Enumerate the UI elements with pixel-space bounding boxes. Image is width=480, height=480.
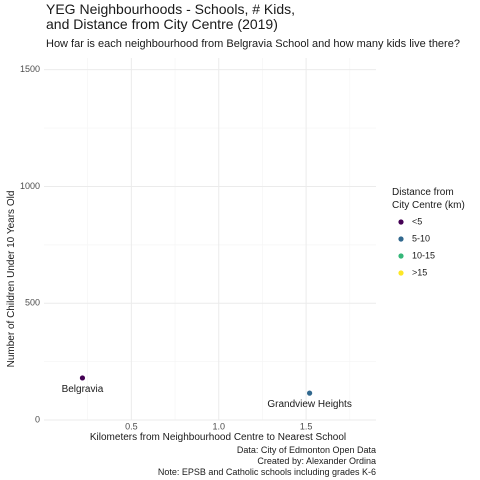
point-label: Grandview Heights: [267, 399, 351, 410]
y-tick-label: 0: [35, 414, 40, 424]
x-axis-title: Kilometers from Neighbourhood Centre to …: [90, 432, 346, 443]
legend-title-line-1: Distance from: [392, 187, 454, 198]
legend-title-line-2: City Centre (km): [392, 200, 465, 211]
data-point: [79, 375, 86, 381]
legend-label: >15: [412, 267, 427, 277]
caption-note: Note: EPSB and Catholic schools includin…: [157, 467, 376, 477]
y-axis-title: Number of Children Under 10 Years Old: [6, 191, 17, 368]
x-tick-label: 0.5: [125, 421, 138, 431]
legend-key: [398, 270, 404, 276]
chart-caption: Data: City of Edmonton Open Data Created…: [158, 445, 376, 478]
legend-key: [398, 236, 404, 242]
caption-data-source: Data: City of Edmonton Open Data: [236, 445, 376, 455]
y-tick-label: 500: [25, 298, 40, 308]
point-label: Belgravia: [62, 384, 104, 395]
y-tick-label: 1500: [20, 64, 40, 74]
x-tick-label: 1.5: [300, 421, 313, 431]
chart-subtitle: How far is each neighbourhood from Belgr…: [46, 38, 460, 50]
chart-title: YEG Neighbourhoods - Schools, # Kids, an…: [46, 2, 295, 32]
legend-key: [398, 253, 404, 259]
legend-label: 10-15: [412, 250, 435, 260]
legend-label: 5-10: [412, 233, 430, 243]
caption-author: Created by: Alexander Ordina: [257, 456, 376, 466]
legend-key: [398, 219, 404, 225]
chart-title-line-2: and Distance from City Centre (2019): [46, 16, 278, 32]
data-point: [307, 390, 313, 396]
y-tick-label: 1000: [20, 181, 40, 191]
chart-title-line-1: YEG Neighbourhoods - Schools, # Kids,: [46, 1, 296, 17]
x-tick-label: 1.0: [212, 421, 225, 431]
legend-label: <5: [412, 216, 422, 226]
